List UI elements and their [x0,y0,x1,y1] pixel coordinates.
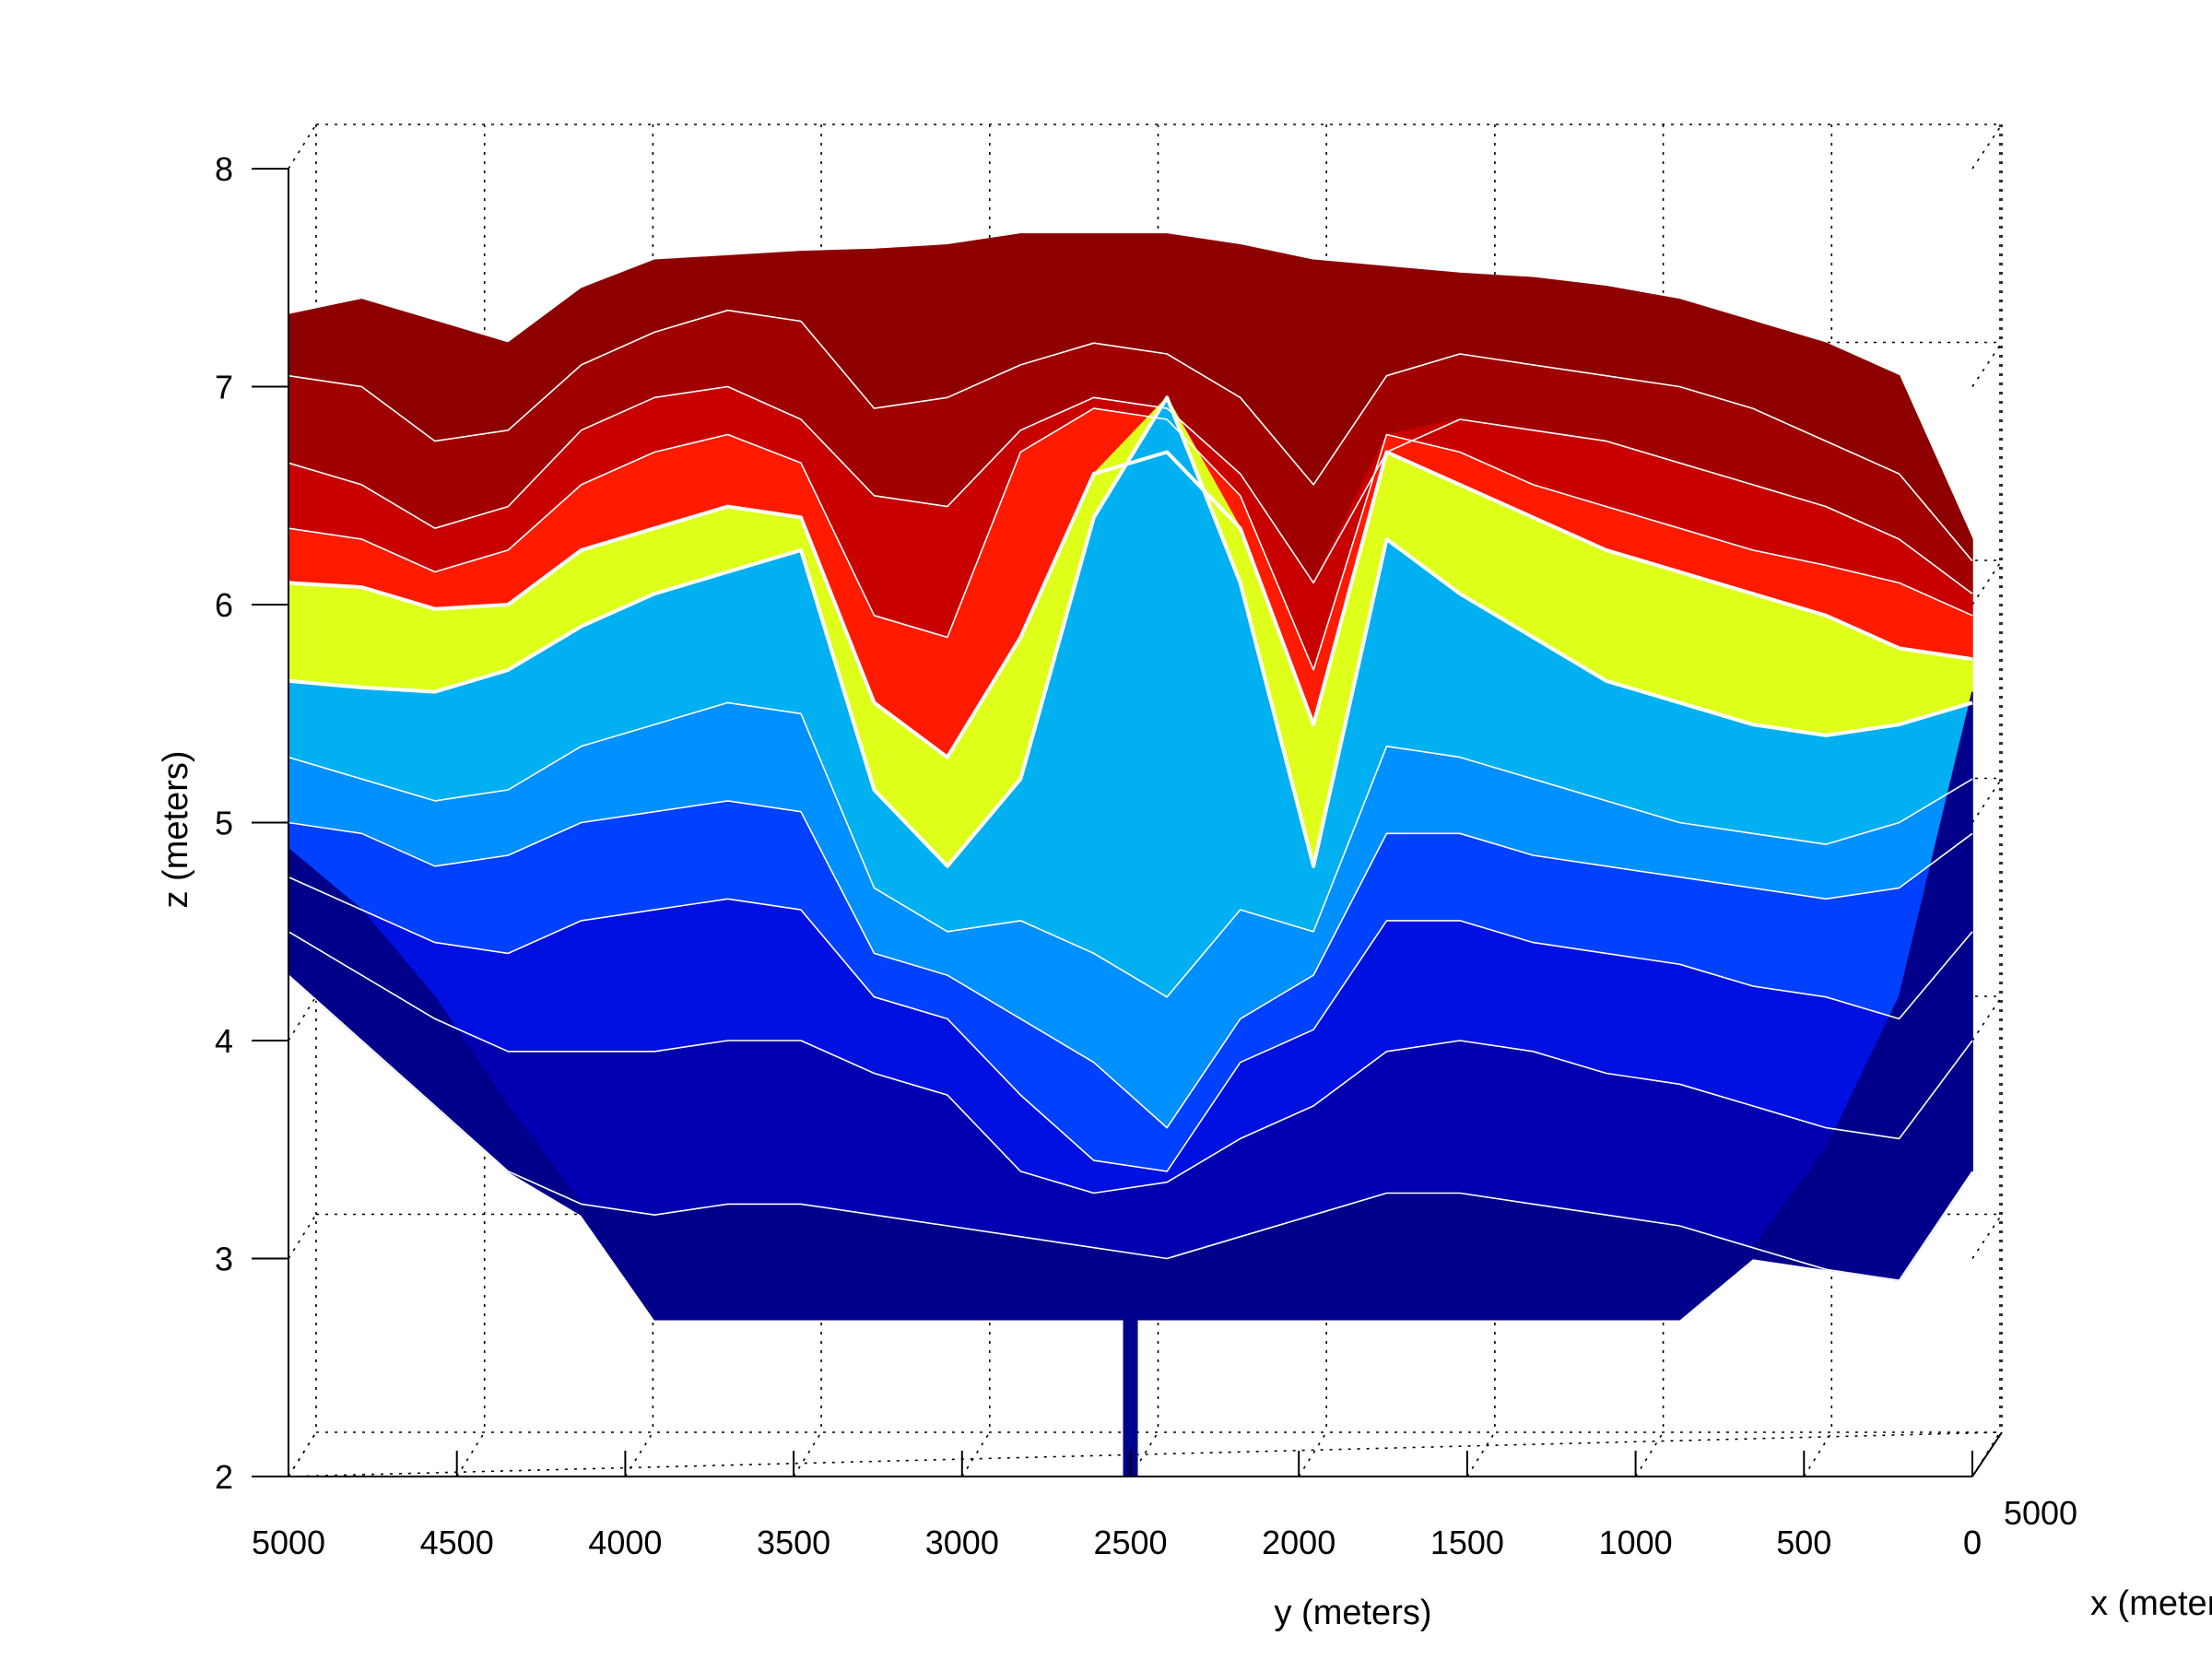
y-axis-label: y (meters) [1275,1594,1432,1632]
layer-interface-lines [288,309,1973,1281]
y-tick-label: 2000 [1262,1524,1335,1561]
grid-line [1971,124,2003,170]
z-tick-label: 8 [215,150,233,188]
grid-line [1971,778,2003,823]
z-tick-label: 3 [215,1241,233,1278]
grid-line [288,1431,2003,1477]
grid-line [1971,342,2003,387]
z-tick-label: 4 [215,1022,233,1060]
z-tick-label: 5 [215,805,233,842]
interface-line [288,931,1973,1194]
surface-layers [288,233,1973,1477]
x-tick-label: 5000 [2004,1494,2077,1532]
grid-line [1466,1431,1496,1477]
y-tick-label: 500 [1776,1524,1831,1561]
x-axis-label: x (meters) [2090,1584,2212,1623]
interface-line [288,385,1973,594]
y-tick-label: 1000 [1599,1524,1673,1561]
grid-line [1634,1431,1665,1477]
grid-line [1971,559,2003,606]
grid-line [961,1431,991,1477]
z-tick-label: 6 [215,586,233,624]
z-axis-label: z (meters) [157,751,195,909]
grid-line [1298,1431,1327,1477]
grid-line [793,1431,822,1477]
grid-line [288,1431,317,1477]
grid-line [1971,995,2003,1041]
x-tick-label: 0 [1963,1524,1982,1561]
y-tick-label: 3500 [757,1524,830,1561]
interface-line [288,407,1973,671]
interface-line [288,876,1973,1172]
y-tick-label: 4500 [420,1524,494,1561]
grid-line [288,1214,317,1259]
grid-line [456,1431,486,1477]
interface-line [288,974,1973,1281]
grid-line [288,1431,317,1477]
grid-line [1803,1431,1832,1477]
interface-line [288,450,1973,759]
y-tick-label: 4000 [588,1524,662,1561]
interface-line [288,395,1973,868]
x-axis-line [1971,1431,2003,1477]
grid-line [288,124,317,170]
y-tick-label: 5000 [252,1524,325,1561]
interface-line [288,701,1973,998]
well-column [1123,1319,1138,1477]
z-tick-label: 7 [215,369,233,406]
grid-line [1971,1214,2003,1259]
grid-line [624,1431,654,1477]
y-tick-label: 2500 [1093,1524,1167,1561]
interface-line [288,309,1973,562]
interface-line [288,800,1973,1129]
y-tick-label: 0 [1963,1524,1982,1561]
y-tick-label: 1500 [1430,1524,1504,1561]
z-tick-label: 2 [215,1458,233,1496]
grid-line [288,995,317,1041]
axes [252,168,2003,1477]
y-tick-label: 3000 [925,1524,999,1561]
